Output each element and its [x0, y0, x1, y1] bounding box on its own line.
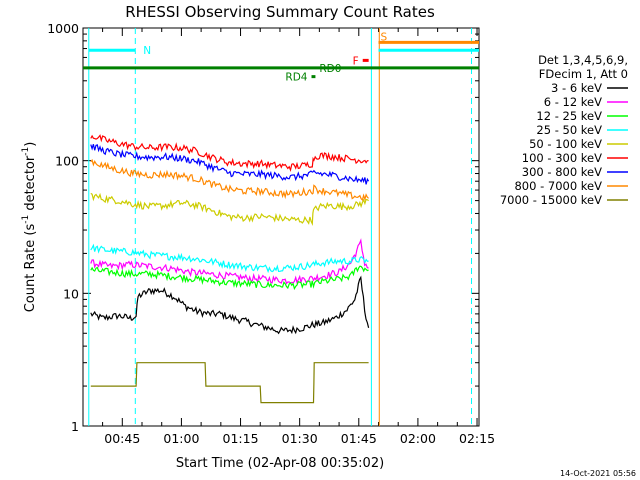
- series-line: [90, 158, 369, 202]
- legend-label: 25 - 50 keV: [536, 123, 602, 137]
- x-tick-label: 02:15: [459, 431, 495, 446]
- legend-label: 6 - 12 keV: [544, 95, 602, 109]
- y-tick-labels: 1 10 100 1000: [47, 21, 79, 434]
- x-tick-label: 02:00: [400, 431, 436, 446]
- series-line: [90, 243, 369, 274]
- x-tick-label: 01:45: [341, 431, 377, 446]
- y-label-sup2: -1: [21, 147, 31, 156]
- flag-label-n: N: [143, 45, 151, 57]
- legend: Det 1,3,4,5,6,9, FDecim 1, Att 0 3 - 6 k…: [500, 53, 628, 207]
- y-label-sup1: -1: [21, 215, 31, 224]
- x-tick-labels: 00:45 01:00 01:15 01:30 01:45 02:00 02:15: [104, 431, 495, 446]
- legend-label: 100 - 300 keV: [522, 151, 602, 165]
- legend-label: 3 - 6 keV: [551, 81, 602, 95]
- vertical-markers: [88, 28, 473, 426]
- x-tick-label: 00:45: [104, 431, 140, 446]
- x-tick-label: 01:00: [163, 431, 199, 446]
- legend-header-2: FDecim 1, Att 0: [539, 67, 628, 81]
- series-line: [90, 238, 369, 285]
- legend-label: 12 - 25 keV: [536, 109, 602, 123]
- plot-area: [82, 27, 480, 427]
- timestamp: 14-Oct-2021 05:56: [560, 469, 636, 478]
- flag-labels: N S F RD0 RD4: [143, 31, 387, 83]
- flag-bars: [83, 40, 479, 79]
- y-label-part2: detector: [23, 155, 38, 215]
- axis-ticks: [83, 27, 479, 427]
- flag-label-rd0: RD0: [319, 63, 341, 75]
- y-tick-label: 100: [55, 154, 79, 169]
- chart-title: RHESSI Observing Summary Count Rates: [125, 3, 435, 21]
- y-tick-label: 1: [71, 419, 79, 434]
- y-axis-label: Count Rate (s-1 detector-1): [21, 142, 38, 313]
- flag-label-rd4: RD4: [285, 72, 307, 84]
- legend-label: 50 - 100 keV: [529, 137, 602, 151]
- x-axis-label: Start Time (02-Apr-08 00:35:02): [176, 456, 384, 471]
- series-line: [90, 192, 369, 226]
- legend-label: 7000 - 15000 keV: [500, 193, 602, 207]
- y-tick-label: 10: [63, 286, 79, 301]
- legend-header-1: Det 1,3,4,5,6,9,: [538, 53, 628, 67]
- legend-label: 300 - 800 keV: [522, 165, 602, 179]
- series-line: [90, 362, 369, 404]
- legend-label: 800 - 7000 keV: [514, 179, 602, 193]
- plot-frame: [82, 27, 480, 427]
- series-lines: [90, 134, 370, 404]
- series-line: [90, 144, 370, 185]
- series-line: [90, 134, 369, 173]
- x-tick-label: 01:15: [223, 431, 259, 446]
- x-tick-label: 01:30: [282, 431, 318, 446]
- y-label-part1: Count Rate (s: [23, 224, 38, 313]
- series-line: [90, 275, 370, 335]
- y-label-part3: ): [23, 142, 38, 147]
- y-tick-label: 1000: [47, 21, 79, 36]
- flag-label-f: F: [353, 55, 359, 67]
- flag-label-s: S: [380, 31, 387, 43]
- series-line: [90, 265, 369, 291]
